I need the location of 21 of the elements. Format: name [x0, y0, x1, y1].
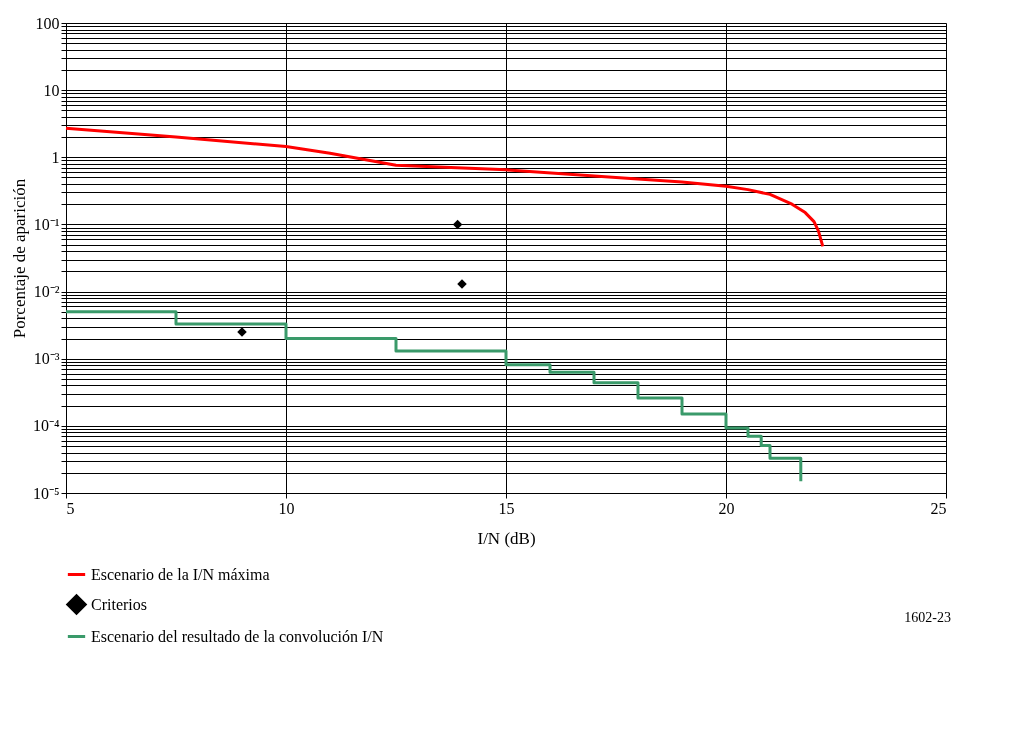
y-tick-label: 10⁻¹ — [33, 215, 60, 233]
y-tick-label: 10⁻⁵ — [32, 484, 60, 502]
x-tick-label: 15 — [498, 499, 515, 517]
y-tick-label: 100 — [35, 14, 60, 32]
y-tick-label: 10 — [43, 81, 60, 99]
legend-label: Criterios — [91, 595, 147, 613]
line-series — [64, 126, 825, 248]
x-tick-label: 25 — [930, 499, 947, 517]
y-tick-label: 10⁻⁴ — [32, 417, 60, 435]
x-tick-label: 20 — [718, 499, 735, 517]
y-tick-label: 1 — [51, 148, 60, 166]
y-tick-label: 10⁻² — [33, 283, 60, 301]
text: 1602-23 — [904, 610, 951, 625]
x-tick-label: 5 — [66, 499, 75, 517]
legend-label: Escenario de la I/N máxima — [91, 565, 270, 583]
legend-label: Escenario del resultado de la convolución I/N — [91, 627, 384, 645]
x-tick-label: 10 — [278, 499, 295, 517]
point — [452, 219, 463, 230]
x-axis-title: I/N (dB) — [477, 528, 536, 548]
y-axis-title: Porcentaje de aparición — [9, 178, 29, 339]
y-tick-label: 10⁻³ — [33, 350, 60, 368]
